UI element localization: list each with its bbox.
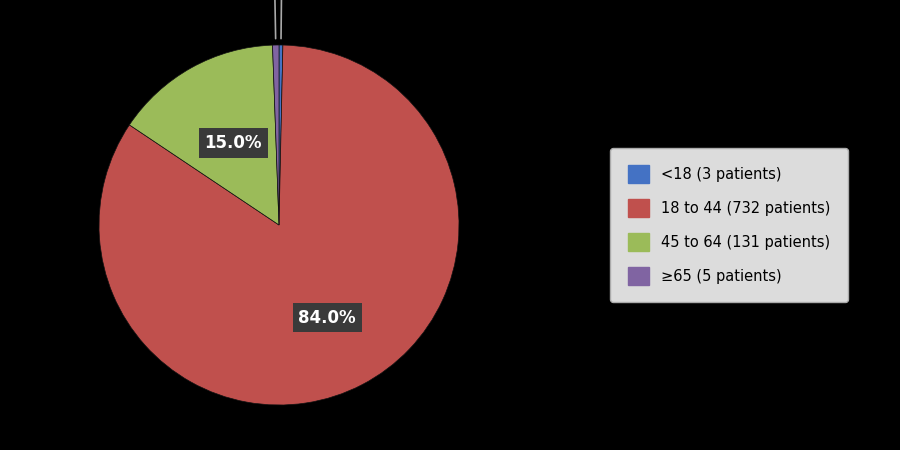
Wedge shape — [279, 45, 283, 225]
Wedge shape — [273, 45, 279, 225]
Text: 0.6%: 0.6% — [254, 0, 295, 39]
Wedge shape — [99, 45, 459, 405]
Text: 15.0%: 15.0% — [204, 134, 262, 152]
Text: 84.0%: 84.0% — [299, 309, 356, 327]
Legend: <18 (3 patients), 18 to 44 (732 patients), 45 to 64 (131 patients), ≥65 (5 patie: <18 (3 patients), 18 to 44 (732 patients… — [610, 148, 848, 302]
Wedge shape — [130, 45, 279, 225]
Text: 0.3%: 0.3% — [261, 0, 302, 39]
